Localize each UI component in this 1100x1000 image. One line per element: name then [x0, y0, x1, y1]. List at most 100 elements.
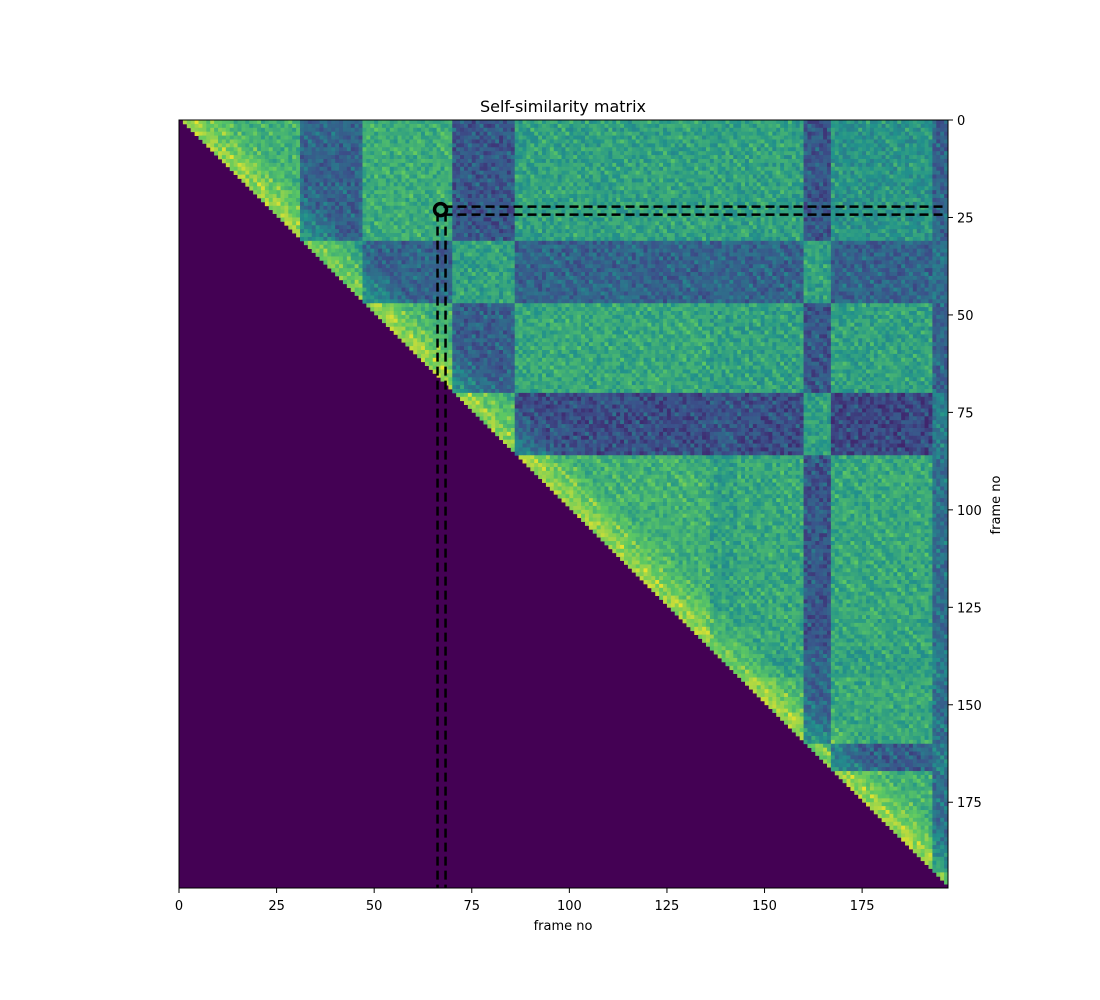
- heatmap-cell: [245, 132, 249, 136]
- heatmap-cell: [854, 167, 858, 171]
- heatmap-cell: [882, 124, 886, 128]
- heatmap-cell: [296, 147, 300, 151]
- heatmap-cell: [659, 194, 663, 198]
- heatmap-cell: [573, 128, 577, 132]
- heatmap-cell: [636, 182, 640, 186]
- heatmap-cell: [928, 128, 932, 132]
- heatmap-cell: [698, 159, 702, 163]
- heatmap-cell: [562, 151, 566, 155]
- heatmap-cell: [569, 194, 573, 198]
- heatmap-cell: [823, 190, 827, 194]
- heatmap-cell: [441, 155, 445, 159]
- heatmap-cell: [581, 132, 585, 136]
- heatmap-cell: [870, 132, 874, 136]
- heatmap-cell: [589, 221, 593, 225]
- heatmap-cell: [483, 198, 487, 202]
- heatmap-cell: [464, 225, 468, 229]
- heatmap-cell: [538, 182, 542, 186]
- heatmap-cell: [386, 175, 390, 179]
- heatmap-cell: [827, 124, 831, 128]
- heatmap-cell: [382, 155, 386, 159]
- heatmap-cell: [620, 182, 624, 186]
- heatmap-cell: [261, 190, 265, 194]
- heatmap-cell: [359, 120, 363, 124]
- heatmap-cell: [331, 221, 335, 225]
- heatmap-cell: [737, 194, 741, 198]
- heatmap-cell: [417, 171, 421, 175]
- heatmap-cell: [675, 128, 679, 132]
- heatmap-cell: [292, 124, 296, 128]
- heatmap-cell: [632, 182, 636, 186]
- heatmap-cell: [558, 139, 562, 143]
- heatmap-cell: [495, 210, 499, 214]
- heatmap-cell: [886, 198, 890, 202]
- heatmap-cell: [433, 147, 437, 151]
- heatmap-cell: [343, 186, 347, 190]
- heatmap-cell: [538, 190, 542, 194]
- heatmap-cell: [483, 132, 487, 136]
- heatmap-cell: [862, 163, 866, 167]
- heatmap-cell: [733, 147, 737, 151]
- heatmap-cell: [757, 151, 761, 155]
- heatmap-cell: [331, 124, 335, 128]
- heatmap-cell: [593, 206, 597, 210]
- heatmap-cell: [917, 221, 921, 225]
- heatmap-cell: [640, 167, 644, 171]
- heatmap-cell: [546, 147, 550, 151]
- heatmap-cell: [913, 132, 917, 136]
- heatmap-cell: [483, 151, 487, 155]
- heatmap-cell: [464, 136, 468, 140]
- heatmap-cell: [624, 182, 628, 186]
- heatmap-cell: [288, 155, 292, 159]
- heatmap-cell: [386, 159, 390, 163]
- heatmap-cell: [886, 139, 890, 143]
- heatmap-cell: [655, 159, 659, 163]
- heatmap-cell: [366, 143, 370, 147]
- heatmap-cell: [936, 182, 940, 186]
- heatmap-cell: [858, 206, 862, 210]
- heatmap-cell: [928, 151, 932, 155]
- heatmap-cell: [323, 217, 327, 221]
- heatmap-cell: [241, 155, 245, 159]
- heatmap-cell: [710, 132, 714, 136]
- heatmap-cell: [866, 167, 870, 171]
- heatmap-cell: [265, 163, 269, 167]
- heatmap-cell: [234, 139, 238, 143]
- heatmap-cell: [679, 124, 683, 128]
- heatmap-cell: [663, 128, 667, 132]
- heatmap-cell: [893, 132, 897, 136]
- heatmap-cell: [741, 190, 745, 194]
- heatmap-cell: [698, 210, 702, 214]
- heatmap-cell: [437, 120, 441, 124]
- heatmap-cell: [585, 155, 589, 159]
- heatmap-cell: [273, 206, 277, 210]
- heatmap-cell: [843, 139, 847, 143]
- heatmap-cell: [800, 186, 804, 190]
- heatmap-cell: [534, 210, 538, 214]
- heatmap-cell: [671, 210, 675, 214]
- heatmap-cell: [448, 175, 452, 179]
- heatmap-cell: [659, 190, 663, 194]
- heatmap-cell: [718, 186, 722, 190]
- heatmap-cell: [671, 221, 675, 225]
- heatmap-cell: [468, 190, 472, 194]
- heatmap-cell: [737, 163, 741, 167]
- heatmap-cell: [905, 210, 909, 214]
- heatmap-cell: [866, 178, 870, 182]
- heatmap-cell: [827, 221, 831, 225]
- heatmap-cell: [932, 186, 936, 190]
- heatmap-cell: [850, 143, 854, 147]
- heatmap-cell: [702, 136, 706, 140]
- heatmap-cell: [312, 198, 316, 202]
- heatmap-cell: [405, 143, 409, 147]
- heatmap-cell: [320, 221, 324, 225]
- heatmap-cell: [402, 136, 406, 140]
- heatmap-cell: [917, 175, 921, 179]
- heatmap-cell: [807, 159, 811, 163]
- heatmap-cell: [495, 182, 499, 186]
- heatmap-cell: [647, 132, 651, 136]
- heatmap-cell: [784, 163, 788, 167]
- heatmap-cell: [690, 155, 694, 159]
- heatmap-cell: [558, 167, 562, 171]
- heatmap-cell: [448, 163, 452, 167]
